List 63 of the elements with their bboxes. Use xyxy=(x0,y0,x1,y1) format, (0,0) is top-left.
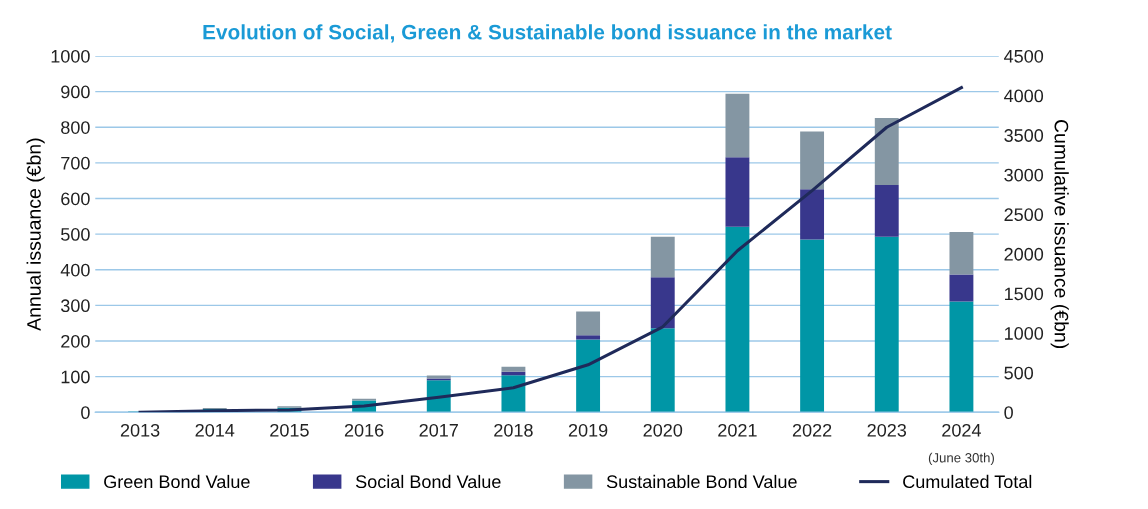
y2-tick-label: 4000 xyxy=(1004,89,1044,103)
y-tick-label: 100 xyxy=(61,370,90,384)
x-tick-label: 2020 xyxy=(643,423,683,437)
bar xyxy=(725,93,750,158)
y2-tick-label: 3500 xyxy=(1004,129,1044,142)
y-tick-label: 300 xyxy=(60,299,90,313)
y-tick-label: 0 xyxy=(81,406,90,420)
y2-tick-label: 500 xyxy=(1004,366,1034,380)
y-tick-label: 700 xyxy=(61,156,90,170)
bar xyxy=(949,232,974,275)
y2-tick-label: 3000 xyxy=(1004,168,1044,182)
bar xyxy=(650,328,675,413)
y-tick-label: 400 xyxy=(60,263,90,277)
y-tick-label: 800 xyxy=(61,121,90,134)
y-axis-title: Annual issuance (€bn) xyxy=(26,138,45,331)
bar xyxy=(725,157,750,227)
bar xyxy=(874,117,899,185)
y-tick-label: 900 xyxy=(61,85,90,99)
y2-axis-title: Cumulative issuance (€bn) xyxy=(1050,120,1069,349)
bar xyxy=(949,274,974,302)
text: (June 30th) xyxy=(928,452,994,466)
bar xyxy=(650,236,675,278)
x-tick-label: 2015 xyxy=(270,423,309,437)
bar xyxy=(800,189,825,240)
y2-tick-label: 4500 xyxy=(1004,49,1044,63)
legend-label: Social Bond Value xyxy=(355,474,501,489)
x-tick-label: 2023 xyxy=(867,423,907,437)
x-tick-label: 2022 xyxy=(792,423,832,437)
y2-tick-label: 0 xyxy=(1004,406,1013,420)
bar xyxy=(650,277,675,329)
bar xyxy=(501,375,526,413)
bar xyxy=(874,184,899,237)
x-tick-label: 2019 xyxy=(568,423,608,437)
bar xyxy=(501,366,526,372)
x-tick-label: 2017 xyxy=(419,423,458,437)
x-tick-label: 2013 xyxy=(120,423,160,437)
bar xyxy=(576,311,601,336)
bar xyxy=(800,239,825,413)
y2-tick-label: 1500 xyxy=(1005,287,1044,301)
y-tick-label: 1000 xyxy=(51,49,90,63)
y-tick-label: 200 xyxy=(61,334,90,348)
chart-title: Evolution of Social, Green & Sustainable bond issuance in the market xyxy=(203,24,892,43)
x-tick-label: 2014 xyxy=(195,423,235,437)
y2-tick-label: 1000 xyxy=(1005,327,1044,340)
bar xyxy=(576,335,601,340)
bar xyxy=(800,131,825,190)
y-tick-label: 500 xyxy=(61,228,90,241)
x-tick-label: 2021 xyxy=(718,423,757,437)
bar xyxy=(949,301,974,413)
bar xyxy=(725,226,750,413)
line-series xyxy=(138,86,963,413)
y-tick-label: 600 xyxy=(61,192,90,206)
bar xyxy=(426,380,451,413)
x-tick-label: 2024 xyxy=(942,423,981,437)
legend-label: Sustainable Bond Value xyxy=(606,474,797,489)
x-tick-label: 2016 xyxy=(344,423,384,437)
y2-tick-label: 2500 xyxy=(1004,208,1044,222)
bar xyxy=(874,236,899,413)
legend-label: Green Bond Value xyxy=(104,474,250,489)
y2-tick-label: 2000 xyxy=(1004,247,1044,261)
legend-label: Cumulated Total xyxy=(903,474,1032,489)
x-tick-label: 2018 xyxy=(494,423,533,437)
bar xyxy=(576,339,601,413)
